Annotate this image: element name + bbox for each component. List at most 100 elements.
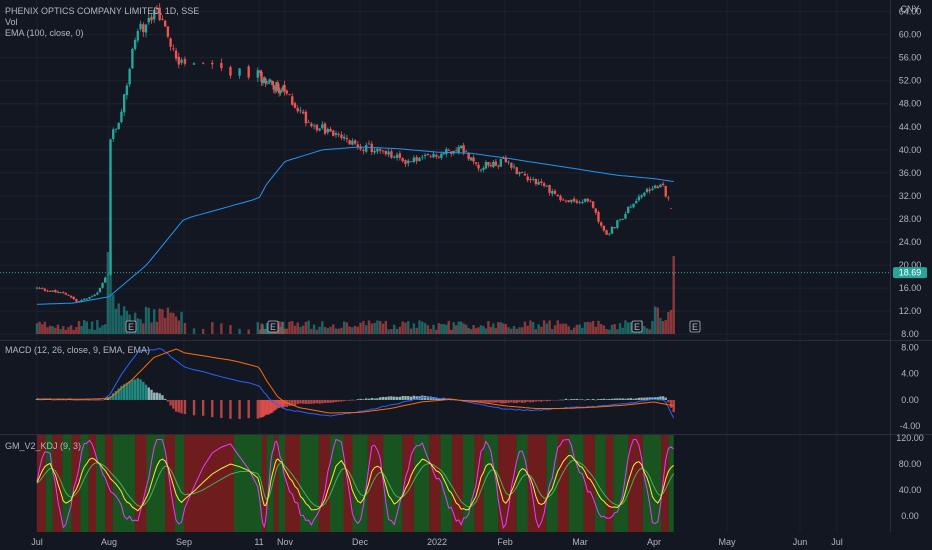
- candle-body[interactable]: [56, 291, 60, 293]
- candle-body[interactable]: [477, 164, 480, 169]
- candle-body[interactable]: [440, 153, 443, 158]
- candle-body[interactable]: [356, 144, 360, 148]
- candle-body[interactable]: [621, 218, 624, 220]
- candle-body[interactable]: [415, 157, 418, 162]
- candle-body[interactable]: [567, 200, 570, 203]
- candle-body[interactable]: [48, 291, 52, 292]
- candle-body[interactable]: [409, 161, 413, 163]
- candle-body[interactable]: [267, 82, 270, 84]
- candle-body[interactable]: [548, 185, 551, 193]
- candle-body[interactable]: [616, 220, 619, 228]
- candle-body[interactable]: [664, 185, 667, 197]
- candle-body[interactable]: [462, 145, 465, 153]
- candle-body[interactable]: [174, 50, 178, 59]
- candle-body[interactable]: [348, 140, 351, 145]
- candle-body[interactable]: [263, 77, 266, 82]
- candle-body[interactable]: [412, 157, 416, 162]
- candle-body[interactable]: [153, 9, 156, 20]
- candle-body[interactable]: [395, 154, 399, 158]
- candle-body[interactable]: [285, 90, 288, 94]
- candle-body[interactable]: [423, 154, 427, 157]
- candle-body[interactable]: [69, 295, 73, 298]
- price-candles[interactable]: [35, 3, 675, 303]
- candle-body[interactable]: [442, 153, 446, 155]
- candle-body[interactable]: [158, 7, 161, 20]
- candle-body[interactable]: [467, 152, 470, 160]
- candle-body[interactable]: [529, 179, 532, 180]
- candle-body[interactable]: [492, 161, 495, 167]
- candle-body[interactable]: [393, 156, 396, 158]
- candle-body[interactable]: [384, 150, 388, 155]
- candle-body[interactable]: [133, 39, 137, 49]
- candle-body[interactable]: [323, 123, 327, 134]
- candle-body[interactable]: [337, 134, 340, 135]
- candle-body[interactable]: [437, 156, 441, 158]
- candle-body[interactable]: [117, 122, 120, 130]
- candle-body[interactable]: [362, 149, 365, 151]
- candle-body[interactable]: [418, 157, 421, 162]
- candle-body[interactable]: [599, 222, 603, 226]
- candle-body[interactable]: [487, 162, 490, 166]
- candle-body[interactable]: [618, 219, 622, 221]
- candle-body[interactable]: [260, 71, 263, 82]
- candle-body[interactable]: [553, 190, 557, 194]
- candle-body[interactable]: [534, 178, 538, 185]
- candle-body[interactable]: [166, 26, 170, 37]
- candle-body[interactable]: [93, 294, 96, 296]
- ema-legend[interactable]: EMA (100, close, 0): [5, 28, 84, 38]
- candle-body[interactable]: [280, 89, 284, 91]
- candle-body[interactable]: [277, 87, 281, 94]
- kdj-legend[interactable]: GM_V2_KDJ (9, 3): [5, 441, 82, 451]
- candle-body[interactable]: [452, 150, 455, 154]
- candle-body[interactable]: [120, 111, 123, 123]
- candle-body[interactable]: [229, 67, 232, 76]
- candle-body[interactable]: [661, 183, 665, 186]
- candle-body[interactable]: [96, 292, 99, 295]
- candle-body[interactable]: [401, 158, 404, 162]
- candle-body[interactable]: [340, 134, 343, 138]
- earnings-marker-2[interactable]: E: [631, 320, 643, 333]
- candle-body[interactable]: [88, 296, 91, 299]
- candle-body[interactable]: [114, 128, 118, 130]
- candle-body[interactable]: [265, 81, 269, 82]
- candle-body[interactable]: [161, 18, 164, 20]
- candle-body[interactable]: [180, 59, 183, 63]
- candle-body[interactable]: [507, 161, 510, 163]
- candle-body[interactable]: [572, 198, 576, 202]
- candle-body[interactable]: [640, 195, 643, 198]
- earnings-marker-0[interactable]: E: [125, 320, 137, 333]
- candle-body[interactable]: [342, 136, 346, 139]
- candle-body[interactable]: [38, 287, 41, 289]
- candle-body[interactable]: [139, 23, 142, 30]
- candle-body[interactable]: [163, 20, 167, 27]
- candle-body[interactable]: [376, 148, 379, 152]
- candle-body[interactable]: [35, 287, 39, 289]
- candle-body[interactable]: [540, 181, 543, 183]
- candle-body[interactable]: [667, 197, 670, 199]
- candle-body[interactable]: [345, 138, 349, 140]
- candle-body[interactable]: [656, 186, 659, 189]
- candle-body[interactable]: [291, 96, 294, 105]
- candle-body[interactable]: [608, 233, 611, 235]
- candle-body[interactable]: [626, 207, 630, 214]
- candle-body[interactable]: [624, 213, 627, 219]
- candle-body[interactable]: [98, 287, 102, 293]
- candle-body[interactable]: [177, 56, 181, 65]
- candle-body[interactable]: [238, 68, 241, 76]
- candle-body[interactable]: [482, 168, 485, 170]
- candle-body[interactable]: [510, 162, 513, 168]
- candle-body[interactable]: [75, 299, 78, 302]
- candle-body[interactable]: [85, 298, 89, 300]
- candle-body[interactable]: [258, 70, 262, 73]
- candle-body[interactable]: [445, 149, 448, 155]
- candle-body[interactable]: [329, 128, 332, 132]
- candle-body[interactable]: [512, 166, 516, 168]
- candle-body[interactable]: [272, 85, 275, 90]
- price-axis[interactable]: 64.00 60.00 56.00 52.00 48.00 44.00 40.00 36.00…: [899, 7, 922, 340]
- candle-body[interactable]: [318, 128, 321, 131]
- candle-body[interactable]: [373, 150, 376, 153]
- candle-body[interactable]: [301, 111, 305, 114]
- earnings-marker-1[interactable]: E: [267, 320, 279, 333]
- candle-body[interactable]: [526, 176, 529, 181]
